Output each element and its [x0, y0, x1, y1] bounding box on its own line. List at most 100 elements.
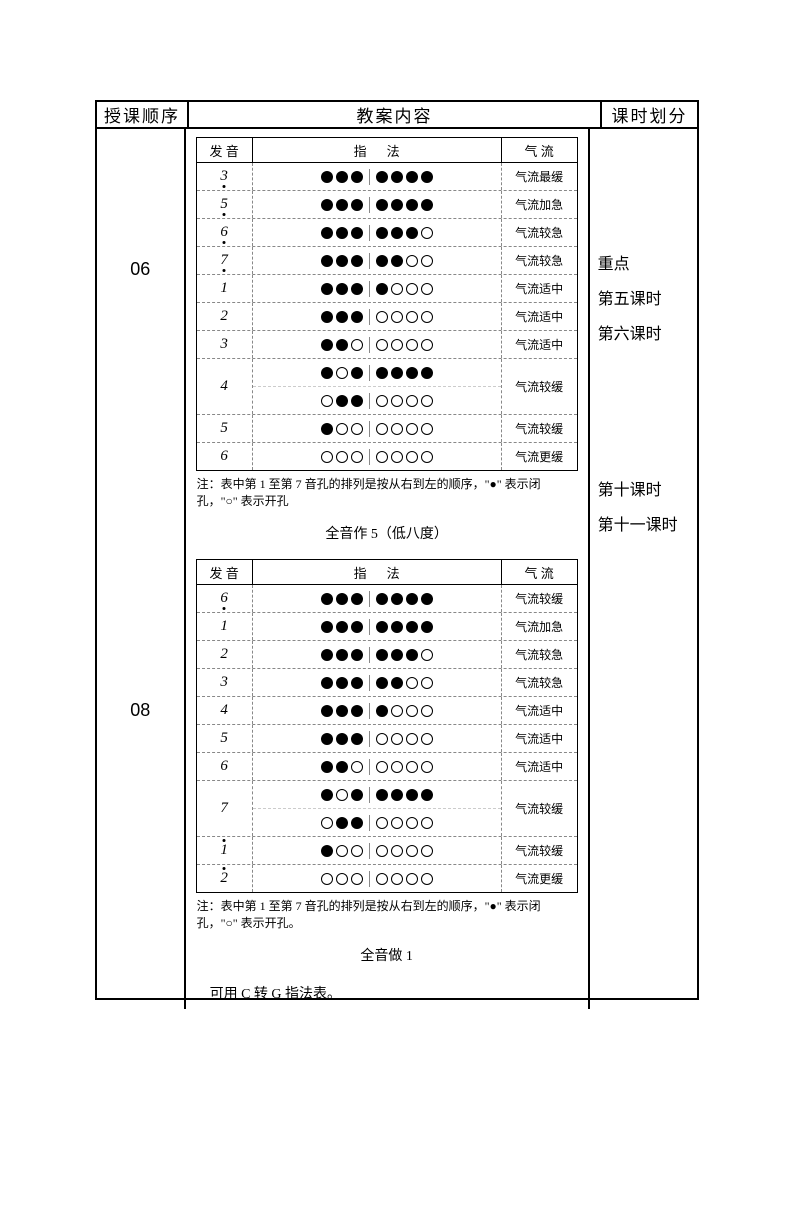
hole — [376, 621, 388, 633]
hole — [391, 873, 403, 885]
hole-gap — [366, 759, 373, 775]
finger-cell — [253, 275, 502, 302]
note-cell: 5 — [197, 191, 253, 218]
period-block2-1: 第十课时 — [598, 473, 689, 508]
hole — [391, 339, 403, 351]
hole — [321, 649, 333, 661]
hole — [351, 649, 363, 661]
hole — [406, 255, 418, 267]
hole — [406, 593, 418, 605]
hole — [406, 199, 418, 211]
hole — [421, 451, 433, 463]
chart-row: 5 气流适中 — [197, 725, 577, 753]
finger-cell — [253, 585, 502, 612]
period-block1-2: 第五课时 — [598, 282, 689, 317]
note-cell: 5 — [197, 725, 253, 752]
hole — [421, 171, 433, 183]
air-cell: 气流较缓 — [502, 837, 577, 864]
hole — [351, 395, 363, 407]
hole — [391, 395, 403, 407]
hole — [421, 817, 433, 829]
air-cell: 气流较急 — [502, 247, 577, 274]
hole — [376, 677, 388, 689]
period-block2-2: 第十一课时 — [598, 508, 689, 543]
hole — [391, 199, 403, 211]
hole — [421, 761, 433, 773]
note-cell: 6 — [197, 753, 253, 780]
hole — [336, 677, 348, 689]
hole — [321, 255, 333, 267]
lesson-plan-page: 授课顺序 教案内容 课时划分 06 08 发 音 指法 气 流 3 气流最缓 5… — [95, 100, 699, 1000]
hole — [336, 339, 348, 351]
hole — [321, 593, 333, 605]
hole — [336, 621, 348, 633]
hole — [421, 199, 433, 211]
hole — [336, 283, 348, 295]
air-cell: 气流适中 — [502, 725, 577, 752]
finger-cell — [253, 443, 502, 470]
hole-gap — [366, 365, 373, 381]
chart-row-double: 4 气流较缓 — [197, 359, 577, 415]
chart-row: 1 气流适中 — [197, 275, 577, 303]
hole — [336, 873, 348, 885]
hole — [351, 677, 363, 689]
hole — [336, 227, 348, 239]
note-cell: 1 — [197, 613, 253, 640]
octave-dot-low — [223, 185, 226, 188]
hole — [406, 705, 418, 717]
hole-gap — [366, 703, 373, 719]
content-column: 发 音 指法 气 流 3 气流最缓 5 气流加急 6 气流较急 7 气流较急 1… — [186, 129, 590, 1009]
hole — [376, 789, 388, 801]
hole-gap — [366, 591, 373, 607]
hole-gap — [366, 421, 373, 437]
hole — [336, 649, 348, 661]
hole — [391, 761, 403, 773]
hole — [336, 817, 348, 829]
end-note: 可用 C 转 G 指法表。 — [210, 983, 341, 1003]
hole — [336, 171, 348, 183]
hole-gap — [366, 871, 373, 887]
hole — [406, 451, 418, 463]
finger-cell — [253, 725, 502, 752]
chart1-hdr-finger: 指法 — [253, 138, 502, 162]
hole — [421, 593, 433, 605]
chart1-footnote: 注：表中第 1 至第 7 音孔的排列是按从右到左的顺序，"●" 表示闭孔，"○"… — [197, 475, 577, 509]
hole — [391, 423, 403, 435]
note-cell: 3 — [197, 669, 253, 696]
chart-row: 2 气流较急 — [197, 641, 577, 669]
hole — [391, 817, 403, 829]
note-cell: 3 — [197, 331, 253, 358]
air-cell: 气流适中 — [502, 331, 577, 358]
note-cell: 4 — [197, 697, 253, 724]
hole — [391, 171, 403, 183]
air-cell: 气流较急 — [502, 669, 577, 696]
finger-cell — [253, 303, 502, 330]
note-cell: 1 — [197, 837, 253, 864]
note-cell: 3 — [197, 163, 253, 190]
chart2-hdr-finger: 指法 — [253, 560, 502, 584]
hole — [421, 677, 433, 689]
hole-gap — [366, 197, 373, 213]
hole — [336, 367, 348, 379]
hole — [351, 817, 363, 829]
hole — [391, 593, 403, 605]
hole — [351, 761, 363, 773]
hole — [406, 677, 418, 689]
hole — [406, 283, 418, 295]
hole — [421, 621, 433, 633]
hole — [406, 339, 418, 351]
hole-gap — [366, 225, 373, 241]
hole — [321, 423, 333, 435]
hole — [376, 395, 388, 407]
hole — [421, 311, 433, 323]
hole — [376, 873, 388, 885]
hole — [351, 339, 363, 351]
hole — [336, 423, 348, 435]
hole — [321, 789, 333, 801]
note-cell: 4 — [197, 359, 253, 414]
hole — [321, 705, 333, 717]
hole — [351, 845, 363, 857]
hole — [336, 705, 348, 717]
header-right: 课时划分 — [602, 102, 697, 127]
finger-variants — [253, 781, 502, 836]
